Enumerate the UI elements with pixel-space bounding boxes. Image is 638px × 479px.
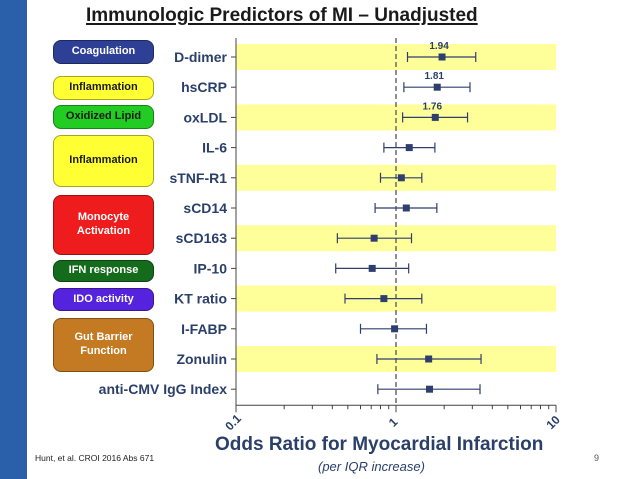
or-marker <box>405 144 413 152</box>
x-axis-label: Odds Ratio for Myocardial Infarction <box>215 434 544 455</box>
or-marker <box>433 83 441 91</box>
row-label: sCD163 <box>176 230 228 246</box>
value-label: 1.94 <box>429 41 449 52</box>
page-title: Immunologic Predictors of MI – Unadjuste… <box>86 5 478 26</box>
row-label: D-dimer <box>174 49 227 65</box>
value-label: 1.81 <box>424 71 444 82</box>
category-box-inflammation: Inflammation <box>53 135 154 187</box>
category-box-monocyte-activation: Monocyte Activation <box>53 195 154 255</box>
row-label: I-FABP <box>181 321 227 337</box>
or-marker <box>391 325 399 333</box>
row-label: anti-CMV IgG Index <box>99 381 228 397</box>
category-label: Coagulation <box>71 45 136 58</box>
citation: Hunt, et al. CROI 2016 Abs 671 <box>35 453 155 463</box>
row-label: IL-6 <box>202 140 227 156</box>
or-marker <box>380 295 388 303</box>
or-marker <box>370 234 378 242</box>
x-tick-label: 1 <box>386 415 401 430</box>
category-label: Oxidized Lipid <box>65 110 142 123</box>
category-box-oxidized-lipid: Oxidized Lipid <box>53 105 154 129</box>
or-marker <box>402 204 410 212</box>
value-label: 1.76 <box>423 101 443 112</box>
category-box-ifn-response: IFN response <box>53 260 154 282</box>
sidebar-stripe <box>0 0 27 479</box>
category-label: IDO activity <box>73 292 134 305</box>
category-label: IFN response <box>68 264 139 277</box>
category-box-inflammation: Inflammation <box>53 76 154 100</box>
category-label: Inflammation <box>69 154 138 167</box>
or-marker <box>425 355 433 363</box>
category-box-ido-activity: IDO activity <box>53 288 154 311</box>
row-label: sTNF-R1 <box>169 170 227 186</box>
row-label: KT ratio <box>174 291 227 307</box>
row-label: hsCRP <box>181 79 227 95</box>
or-marker <box>431 113 439 121</box>
row-label: IP-10 <box>194 260 228 276</box>
x-tick-label: 10 <box>543 412 563 432</box>
or-marker <box>438 53 446 61</box>
x-axis-sublabel: (per IQR increase) <box>318 459 425 474</box>
or-marker <box>368 264 376 272</box>
row-label: Zonulin <box>176 351 227 367</box>
row-label: sCD14 <box>183 200 227 216</box>
category-label: Inflammation <box>69 81 138 94</box>
page-number: 9 <box>594 453 600 463</box>
or-marker <box>426 385 434 393</box>
category-label: Gut Barrier Function <box>74 331 133 357</box>
category-box-coagulation: Coagulation <box>53 40 154 64</box>
or-marker <box>397 174 405 182</box>
category-label: Monocyte Activation <box>76 211 131 237</box>
category-box-gut-barrier-function: Gut Barrier Function <box>53 318 154 372</box>
x-tick-label: 0.1 <box>222 411 244 433</box>
row-label: oxLDL <box>183 109 227 125</box>
